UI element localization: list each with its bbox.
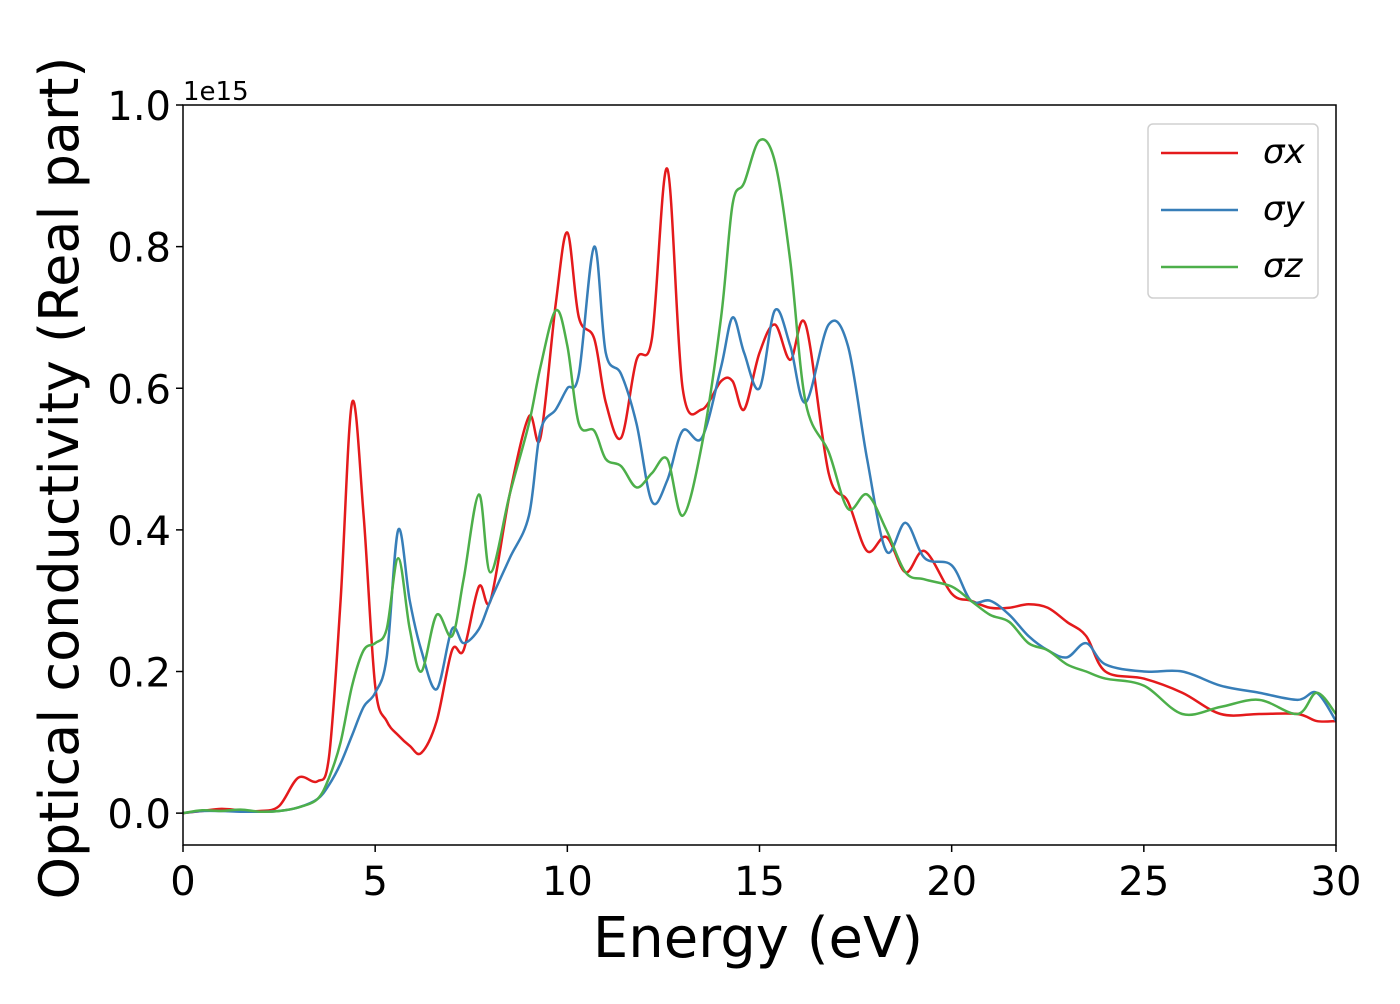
y-offset-text: 1e15 <box>183 77 249 107</box>
y-axis-label: Optical conductivity (Real part) <box>28 57 91 900</box>
x-tick-label: 25 <box>1118 859 1169 905</box>
series-line <box>183 245 1336 815</box>
series-line <box>183 167 1336 815</box>
plot-frame <box>182 104 1337 846</box>
y-tick-label: 0.6 <box>107 367 171 413</box>
x-tick-label: 30 <box>1311 859 1362 905</box>
x-tick-label: 0 <box>170 859 195 905</box>
y-tick-label: 0.0 <box>107 792 171 838</box>
y-tick-label: 0.2 <box>107 651 171 697</box>
y-tick-label: 1.0 <box>107 84 171 130</box>
x-tick-label: 20 <box>926 859 977 905</box>
x-tick-label: 10 <box>542 859 593 905</box>
legend-label: σx <box>1263 132 1306 172</box>
y-tick-label: 0.4 <box>107 509 171 555</box>
legend-label: σz <box>1263 246 1304 286</box>
legend-label: σy <box>1263 189 1306 229</box>
x-tick-label: 5 <box>362 859 387 905</box>
series-line <box>183 138 1336 815</box>
x-tick-label: 15 <box>734 859 785 905</box>
y-tick-label: 0.8 <box>107 226 171 272</box>
x-axis-label: Energy (eV) <box>593 906 923 971</box>
